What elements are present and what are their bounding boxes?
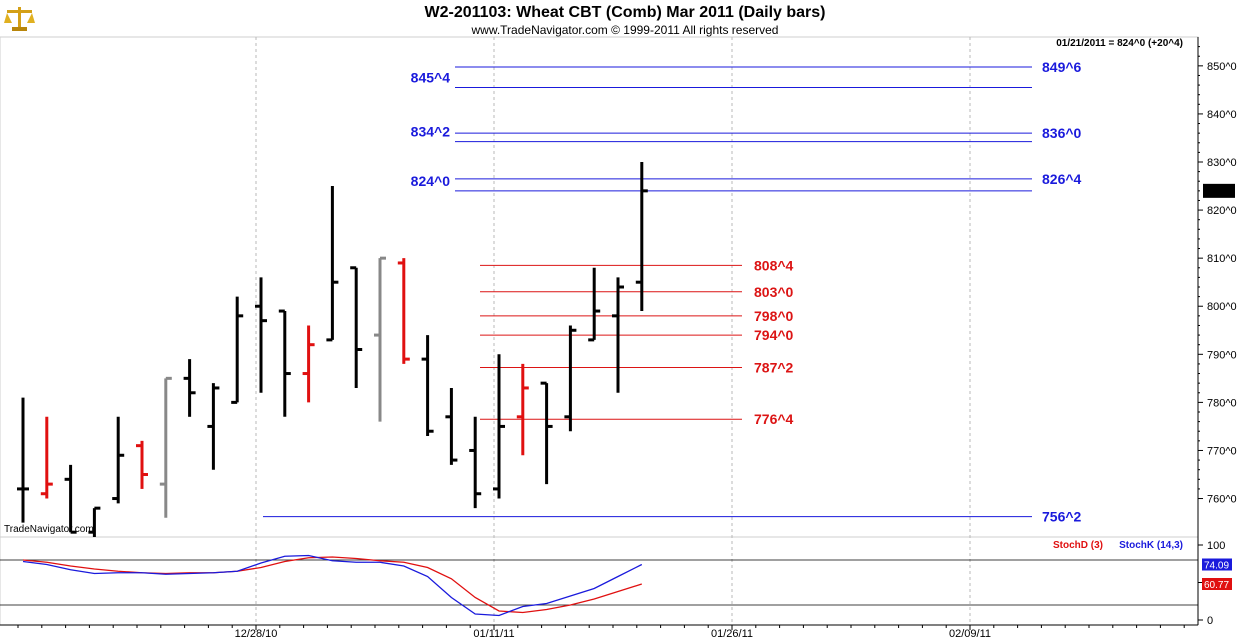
price-tick-label-2: 780^0 bbox=[1207, 397, 1237, 409]
price-tick-label-8: 840^0 bbox=[1207, 109, 1237, 121]
price-tick-label-7: 830^0 bbox=[1207, 157, 1237, 169]
ohlc-bar-8 bbox=[207, 383, 220, 470]
ohlc-bar-18 bbox=[445, 387, 458, 465]
red-level-label-4: 787^2 bbox=[754, 360, 794, 376]
ohlc-bar-7 bbox=[183, 359, 196, 417]
ohlc-bar-5 bbox=[136, 440, 148, 489]
price-tick-label-4: 800^0 bbox=[1207, 301, 1237, 313]
price-tick-label-6: 820^0 bbox=[1207, 205, 1237, 217]
ohlc-bar-13 bbox=[326, 186, 339, 342]
date-label-0: 12/28/10 bbox=[235, 628, 278, 640]
ohlc-bar-12 bbox=[302, 325, 315, 403]
price-tick-label-3: 790^0 bbox=[1207, 349, 1237, 361]
ohlc-bar-16 bbox=[397, 258, 410, 364]
date-label-1: 01/11/11 bbox=[473, 628, 514, 640]
stoch-line-1 bbox=[22, 554, 643, 617]
stoch-tick-label-2: 100 bbox=[1207, 540, 1225, 552]
price-levels: 849^6 845^4 836^0 834^2 826^4 824^0 756^2 808^4… bbox=[263, 59, 1082, 525]
stoch-last-label-0: 60.77 bbox=[1204, 580, 1229, 591]
blue-level-label-6: 756^2 bbox=[1042, 509, 1082, 525]
ohlc-bar-26 bbox=[635, 162, 648, 312]
ohlc-bar-10 bbox=[255, 277, 267, 393]
date-label-2: 01/26/11 bbox=[711, 628, 753, 640]
last-price-label: 824^0 bbox=[1205, 186, 1235, 198]
ohlc-bar-23 bbox=[564, 325, 577, 432]
price-tick-label-0: 760^0 bbox=[1207, 494, 1237, 506]
ohlc-bar-24 bbox=[588, 267, 601, 342]
stoch-line-0 bbox=[22, 556, 642, 614]
stoch-last-badge-0 bbox=[1202, 578, 1232, 590]
ohlc-bar-20 bbox=[493, 354, 505, 499]
red-level-label-1: 803^0 bbox=[754, 284, 794, 300]
price-tick-label-5: 810^0 bbox=[1207, 253, 1237, 265]
stoch-legend-d: StochD (3) bbox=[1053, 540, 1103, 551]
blue-level-label-0: 849^6 bbox=[1042, 59, 1082, 75]
red-level-label-2: 798^0 bbox=[754, 308, 794, 324]
ohlc-bar-22 bbox=[540, 381, 553, 485]
ohlc-bar-3 bbox=[88, 506, 101, 537]
stoch-tick-label-0: 0 bbox=[1207, 615, 1213, 627]
chart-subtitle: www.TradeNavigator.com © 1999-2011 All r… bbox=[471, 23, 779, 37]
red-level-label-3: 794^0 bbox=[754, 327, 794, 343]
ohlc-bars bbox=[17, 162, 648, 537]
blue-level-label-5: 824^0 bbox=[411, 173, 451, 189]
ohlc-bar-0 bbox=[17, 397, 29, 523]
watermark: TradeNavigator.com bbox=[4, 524, 94, 535]
blue-level-label-4: 826^4 bbox=[1042, 171, 1082, 187]
stoch-legend-k: StochK (14,3) bbox=[1119, 540, 1183, 551]
blue-level-label-1: 845^4 bbox=[411, 69, 451, 85]
red-level-label-5: 776^4 bbox=[754, 411, 794, 427]
ohlc-bar-4 bbox=[112, 416, 125, 504]
ohlc-bar-9 bbox=[231, 296, 244, 404]
ohlc-bar-1 bbox=[40, 416, 53, 499]
stoch-last-badge-1 bbox=[1202, 558, 1232, 571]
last-price-badge bbox=[1203, 183, 1235, 198]
price-tick-label-1: 770^0 bbox=[1207, 445, 1237, 457]
price-tick-label-9: 850^0 bbox=[1207, 61, 1237, 73]
date-label-3: 02/09/11 bbox=[949, 628, 991, 640]
ohlc-bar-14 bbox=[350, 266, 363, 388]
stoch-last-label-1: 74.09 bbox=[1204, 561, 1229, 572]
blue-level-label-3: 834^2 bbox=[411, 124, 451, 140]
ohlc-bar-15 bbox=[374, 256, 386, 422]
scales-icon bbox=[4, 7, 35, 31]
ohlc-bar-21 bbox=[516, 363, 529, 456]
last-bar-info: 01/21/2011 = 824^0 (+20^4) bbox=[1056, 38, 1183, 49]
date-axis: 12/28/10 01/11/11 01/26/11 02/09/11 bbox=[0, 624, 1198, 640]
ohlc-bar-25 bbox=[612, 277, 624, 393]
price-axis: 760^0 770^0 780^0 790^0 800^0 810^0 820^0 830^0… bbox=[1197, 37, 1237, 625]
ohlc-bar-17 bbox=[421, 335, 434, 437]
vertical-gridlines bbox=[255, 37, 971, 625]
chart-title: W2-201103: Wheat CBT (Comb) Mar 2011 (Da… bbox=[424, 4, 825, 21]
blue-level-label-2: 836^0 bbox=[1042, 125, 1082, 141]
ohlc-bar-11 bbox=[278, 309, 291, 417]
ohlc-bar-19 bbox=[469, 416, 482, 509]
ohlc-bar-6 bbox=[159, 376, 172, 518]
red-level-label-0: 808^4 bbox=[754, 257, 794, 273]
ohlc-bar-2 bbox=[64, 464, 77, 534]
